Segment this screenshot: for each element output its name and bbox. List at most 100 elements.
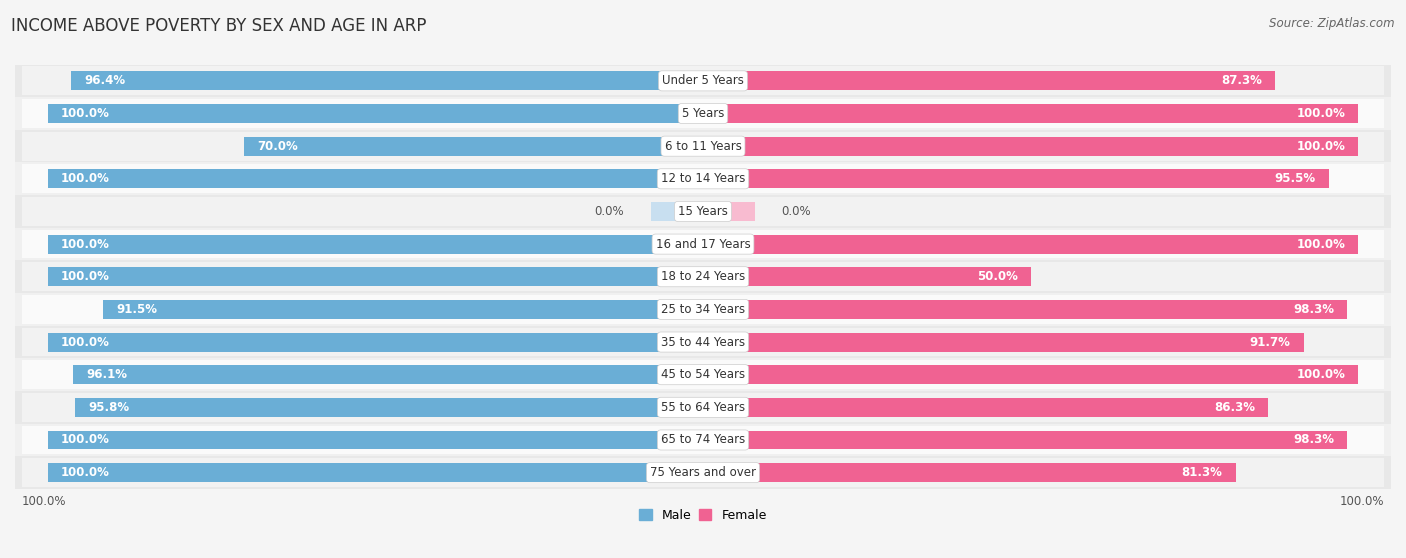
- Bar: [703, 137, 1358, 156]
- Bar: [48, 333, 703, 352]
- Text: INCOME ABOVE POVERTY BY SEX AND AGE IN ARP: INCOME ABOVE POVERTY BY SEX AND AGE IN A…: [11, 17, 427, 35]
- Bar: [21, 262, 1385, 291]
- Bar: [703, 463, 1236, 482]
- Text: 98.3%: 98.3%: [1294, 434, 1334, 446]
- Bar: [703, 300, 1347, 319]
- Bar: [48, 104, 703, 123]
- Bar: [703, 333, 1303, 352]
- Bar: [703, 104, 1358, 123]
- Text: 96.1%: 96.1%: [86, 368, 128, 381]
- Bar: [703, 431, 1347, 449]
- Text: 100.0%: 100.0%: [60, 466, 110, 479]
- Bar: [703, 300, 1347, 319]
- Text: 100.0%: 100.0%: [1340, 496, 1385, 508]
- Bar: [15, 228, 1391, 261]
- Bar: [48, 431, 703, 449]
- Text: 100.0%: 100.0%: [60, 107, 110, 120]
- Text: 0.0%: 0.0%: [782, 205, 811, 218]
- Text: 100.0%: 100.0%: [21, 496, 66, 508]
- Bar: [21, 295, 1385, 324]
- Text: 6 to 11 Years: 6 to 11 Years: [665, 140, 741, 153]
- Bar: [245, 137, 703, 156]
- Bar: [245, 137, 703, 156]
- Text: 98.3%: 98.3%: [1294, 303, 1334, 316]
- Text: 100.0%: 100.0%: [60, 335, 110, 349]
- Text: 35 to 44 Years: 35 to 44 Years: [661, 335, 745, 349]
- Bar: [48, 169, 703, 188]
- Bar: [15, 65, 1391, 97]
- Bar: [48, 169, 703, 188]
- Bar: [48, 267, 703, 286]
- Text: 65 to 74 Years: 65 to 74 Years: [661, 434, 745, 446]
- Bar: [703, 365, 1358, 384]
- Text: 100.0%: 100.0%: [60, 434, 110, 446]
- Bar: [48, 234, 703, 253]
- Text: 12 to 14 Years: 12 to 14 Years: [661, 172, 745, 185]
- Text: 100.0%: 100.0%: [60, 238, 110, 251]
- Text: 25 to 34 Years: 25 to 34 Years: [661, 303, 745, 316]
- Text: 100.0%: 100.0%: [1296, 238, 1346, 251]
- Bar: [21, 99, 1385, 128]
- Bar: [15, 130, 1391, 162]
- Bar: [15, 391, 1391, 424]
- Bar: [21, 230, 1385, 258]
- Text: 100.0%: 100.0%: [60, 270, 110, 283]
- Text: 100.0%: 100.0%: [1296, 140, 1346, 153]
- Text: 45 to 54 Years: 45 to 54 Years: [661, 368, 745, 381]
- Bar: [21, 393, 1385, 422]
- Text: Under 5 Years: Under 5 Years: [662, 74, 744, 88]
- Bar: [72, 71, 703, 90]
- Bar: [76, 398, 703, 417]
- Bar: [15, 97, 1391, 130]
- Bar: [703, 267, 1031, 286]
- Bar: [73, 365, 703, 384]
- Text: 100.0%: 100.0%: [1296, 368, 1346, 381]
- Text: 55 to 64 Years: 55 to 64 Years: [661, 401, 745, 414]
- Bar: [48, 431, 703, 449]
- Bar: [703, 71, 1275, 90]
- Bar: [703, 267, 1031, 286]
- Bar: [703, 398, 1268, 417]
- Legend: Male, Female: Male, Female: [634, 504, 772, 527]
- Text: 100.0%: 100.0%: [60, 172, 110, 185]
- Bar: [21, 426, 1385, 454]
- Text: 15 Years: 15 Years: [678, 205, 728, 218]
- Bar: [21, 165, 1385, 193]
- Bar: [703, 202, 755, 221]
- Bar: [48, 333, 703, 352]
- Text: 95.8%: 95.8%: [89, 401, 129, 414]
- Bar: [48, 104, 703, 123]
- Text: 100.0%: 100.0%: [1296, 107, 1346, 120]
- Bar: [48, 267, 703, 286]
- Text: 95.5%: 95.5%: [1274, 172, 1316, 185]
- Bar: [703, 137, 1358, 156]
- Bar: [703, 169, 1329, 188]
- Text: 16 and 17 Years: 16 and 17 Years: [655, 238, 751, 251]
- Text: 75 Years and over: 75 Years and over: [650, 466, 756, 479]
- Bar: [21, 66, 1385, 95]
- Bar: [703, 333, 1303, 352]
- Text: 18 to 24 Years: 18 to 24 Years: [661, 270, 745, 283]
- Text: 91.7%: 91.7%: [1250, 335, 1291, 349]
- Text: 0.0%: 0.0%: [595, 205, 624, 218]
- Bar: [703, 104, 1358, 123]
- Bar: [15, 293, 1391, 326]
- Text: 50.0%: 50.0%: [977, 270, 1018, 283]
- Text: 86.3%: 86.3%: [1215, 401, 1256, 414]
- Bar: [104, 300, 703, 319]
- Bar: [76, 398, 703, 417]
- Bar: [703, 398, 1268, 417]
- Text: 96.4%: 96.4%: [84, 74, 125, 88]
- Text: Source: ZipAtlas.com: Source: ZipAtlas.com: [1270, 17, 1395, 30]
- Text: 91.5%: 91.5%: [117, 303, 157, 316]
- Text: 5 Years: 5 Years: [682, 107, 724, 120]
- Bar: [21, 197, 1385, 226]
- Bar: [651, 202, 703, 221]
- Bar: [15, 195, 1391, 228]
- Bar: [703, 463, 1236, 482]
- Bar: [104, 300, 703, 319]
- Bar: [48, 463, 703, 482]
- Text: 70.0%: 70.0%: [257, 140, 298, 153]
- Bar: [15, 424, 1391, 456]
- Bar: [72, 71, 703, 90]
